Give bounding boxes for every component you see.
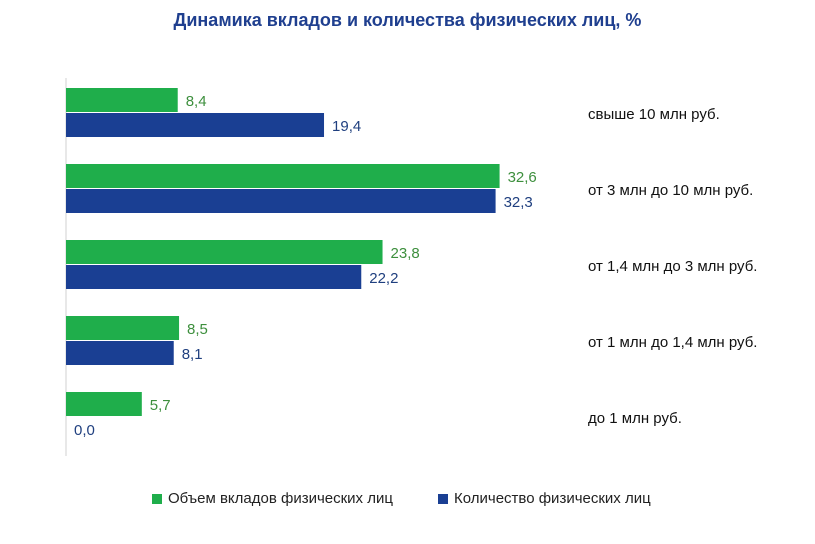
category-label: от 3 млн до 10 млн руб. <box>588 182 753 199</box>
data-label: 8,4 <box>186 93 207 110</box>
legend-item-volume: Объем вкладов физических лиц <box>152 490 393 507</box>
bar <box>66 88 178 112</box>
bar <box>66 265 362 289</box>
legend-swatch <box>152 493 162 504</box>
legend-label: Объем вкладов физических лиц <box>168 490 393 507</box>
data-label: 23,8 <box>391 245 420 262</box>
chart-title: Динамика вкладов и количества физических… <box>173 10 642 30</box>
data-label: 8,1 <box>182 346 203 363</box>
category-label: свыше 10 млн руб. <box>588 106 720 123</box>
bar <box>66 189 496 213</box>
data-label: 19,4 <box>332 118 361 135</box>
bar <box>66 316 180 340</box>
legend-label: Количество физических лиц <box>454 490 651 507</box>
bar <box>66 341 174 365</box>
data-label: 32,6 <box>508 169 537 186</box>
data-label: 5,7 <box>150 397 171 414</box>
legend-item-count: Количество физических лиц <box>438 490 651 507</box>
data-label: 0,0 <box>74 422 95 439</box>
data-label: 32,3 <box>504 194 533 211</box>
category-label: до 1 млн руб. <box>588 410 682 427</box>
category-label: от 1 млн до 1,4 млн руб. <box>588 334 757 351</box>
bar <box>66 240 383 264</box>
bar <box>66 392 142 416</box>
bar <box>66 113 325 137</box>
bar <box>66 164 500 188</box>
data-label: 22,2 <box>369 270 398 287</box>
category-label: от 1,4 млн до 3 млн руб. <box>588 258 757 275</box>
legend-swatch <box>438 493 448 504</box>
data-label: 8,5 <box>187 321 208 338</box>
